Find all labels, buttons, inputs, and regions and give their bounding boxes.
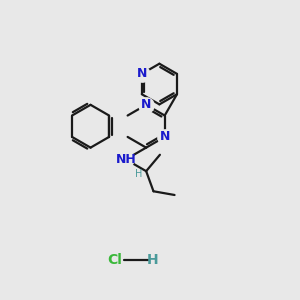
Text: H: H [135, 169, 142, 179]
Text: N: N [141, 98, 151, 111]
Text: N: N [160, 130, 170, 143]
Text: H: H [147, 253, 159, 267]
Text: Cl: Cl [107, 253, 122, 267]
Text: N: N [136, 68, 147, 80]
Text: NH: NH [116, 153, 136, 166]
